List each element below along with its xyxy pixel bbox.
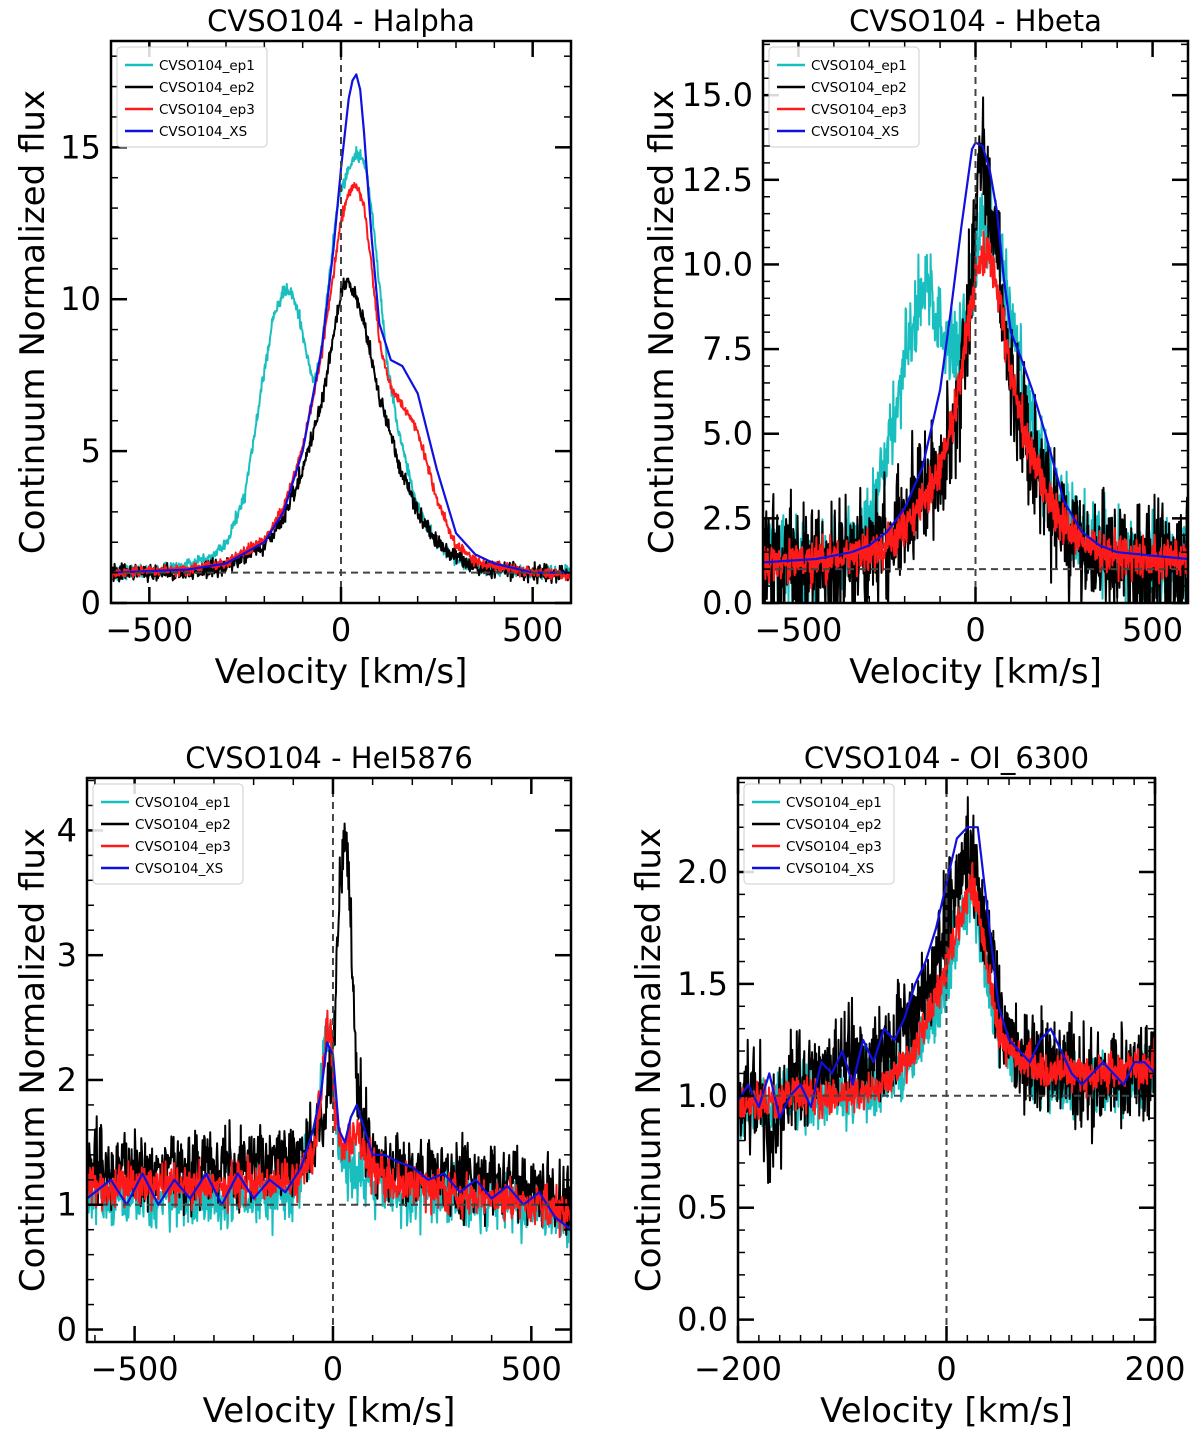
series-line-CVSO104_XS	[763, 141, 1188, 564]
legend-box	[116, 46, 268, 148]
y-tick-label: 0.0	[702, 584, 753, 622]
legend-box	[743, 783, 895, 885]
chart-panel-2: −500 0 500 0.0 2.5 5.0 7.5 10.0 12.5 15.0 CVSO104 …	[642, 4, 1190, 692]
y-tick-label: 5	[81, 432, 101, 470]
legend-label: CVSO104_ep2	[135, 817, 231, 833]
series-line-CVSO104_XS	[111, 73, 571, 574]
y-tick-label: 4	[57, 811, 77, 849]
x-tick-label: 500	[502, 611, 563, 649]
y-tick-label: 5.0	[702, 415, 753, 453]
y-tick-label: 7.5	[702, 330, 753, 368]
series-group	[87, 822, 571, 1249]
legend-box	[92, 783, 244, 885]
chart-title: CVSO104 - HeI5876	[185, 741, 473, 775]
legend-label: CVSO104_ep3	[786, 839, 882, 855]
y-tick-label: 10.0	[682, 245, 753, 283]
y-tick-label: 2	[57, 1061, 77, 1099]
y-tick-label: 10	[60, 280, 101, 318]
x-tick-label: 0	[323, 1350, 343, 1388]
chart-title: CVSO104 - OI_6300	[804, 741, 1089, 775]
chart-title: CVSO104 - Hbeta	[849, 4, 1102, 38]
y-tick-label: 2.5	[702, 499, 753, 537]
x-axis-label: Velocity [km/s]	[215, 652, 468, 692]
x-axis-label: Velocity [km/s]	[203, 1391, 456, 1431]
y-axis-label: Continuum Normalized flux	[13, 90, 53, 554]
x-axis-label: Velocity [km/s]	[820, 1391, 1073, 1431]
y-tick-label: 12.5	[682, 161, 753, 199]
y-tick-label: 15.0	[682, 76, 753, 114]
y-axis-label: Continuum Normalized flux	[642, 90, 682, 554]
x-tick-label: 200	[1124, 1350, 1185, 1388]
y-tick-label: 1.0	[677, 1077, 728, 1115]
y-tick-label: 15	[60, 128, 101, 166]
legend-label: CVSO104_ep1	[135, 795, 231, 811]
legend: CVSO104_ep1 CVSO104_ep2 CVSO104_ep3 CVSO104…	[116, 46, 268, 148]
legend-label: CVSO104_ep3	[135, 839, 231, 855]
series-group	[763, 96, 1188, 603]
x-tick-label: 0	[965, 611, 985, 649]
legend-label: CVSO104_ep1	[786, 795, 882, 811]
chart-panel-4: −200 0 200 0.0 0.5 1.0 1.5 2.0 CVSO104 - OI_6300…	[629, 741, 1186, 1431]
chart-title: CVSO104 - Halpha	[207, 4, 475, 38]
y-tick-label: 0.0	[677, 1301, 728, 1339]
legend-label: CVSO104_ep2	[811, 80, 907, 96]
y-tick-label: 0.5	[677, 1189, 728, 1227]
y-tick-label: 0	[81, 584, 101, 622]
legend-label: CVSO104_ep3	[811, 102, 907, 118]
y-axis-label: Continuum Normalized flux	[13, 828, 53, 1292]
legend-label: CVSO104_ep2	[786, 817, 882, 833]
chart-panel-3: −500 0 500 0 1 2 3 4 CVSO104 - HeI5876 Velocity […	[13, 741, 573, 1431]
legend-label: CVSO104_XS	[811, 124, 899, 140]
legend-label: CVSO104_XS	[135, 861, 223, 877]
y-tick-label: 3	[57, 936, 77, 974]
x-tick-label: 0	[331, 611, 351, 649]
y-tick-label: 0	[57, 1311, 77, 1349]
x-tick-label: 500	[501, 1350, 562, 1388]
x-tick-label: 0	[936, 1350, 956, 1388]
legend-label: CVSO104_ep1	[159, 58, 255, 74]
y-axis-label: Continuum Normalized flux	[629, 828, 669, 1292]
x-tick-label: 500	[1122, 611, 1183, 649]
x-tick-label: −500	[754, 611, 842, 649]
series-line-CVSO104_XS	[87, 1041, 571, 1231]
legend: CVSO104_ep1 CVSO104_ep2 CVSO104_ep3 CVSO104…	[92, 783, 244, 885]
legend-box	[768, 46, 920, 148]
x-axis-label: Velocity [km/s]	[849, 652, 1102, 692]
legend-label: CVSO104_ep1	[811, 58, 907, 74]
y-tick-label: 1	[57, 1186, 77, 1224]
legend-label: CVSO104_ep2	[159, 80, 255, 96]
axes-frame	[85, 776, 573, 1344]
y-tick-label: 1.5	[677, 965, 728, 1003]
legend-label: CVSO104_ep3	[159, 102, 255, 118]
x-tick-label: −500	[91, 1350, 179, 1388]
legend-label: CVSO104_XS	[786, 861, 874, 877]
series-line-CVSO104_ep3	[87, 1009, 571, 1239]
legend: CVSO104_ep1 CVSO104_ep2 CVSO104_ep3 CVSO104…	[768, 46, 920, 148]
series-line-CVSO104_XS	[738, 826, 1155, 1120]
x-tick-label: −200	[694, 1350, 782, 1388]
series-line-CVSO104_ep2	[87, 822, 571, 1236]
x-tick-label: −500	[105, 611, 193, 649]
legend: CVSO104_ep1 CVSO104_ep2 CVSO104_ep3 CVSO104…	[743, 783, 895, 885]
legend-label: CVSO104_XS	[159, 124, 247, 140]
y-tick-label: 2.0	[677, 853, 728, 891]
